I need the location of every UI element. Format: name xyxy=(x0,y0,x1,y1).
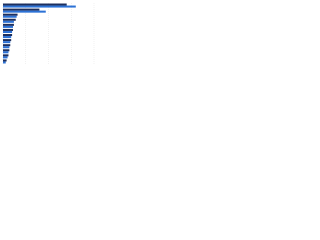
bar xyxy=(3,61,6,64)
bar xyxy=(3,13,18,16)
bar xyxy=(3,54,9,57)
bar xyxy=(3,34,13,37)
bar xyxy=(3,39,12,42)
bar xyxy=(3,49,10,52)
bar xyxy=(3,30,13,33)
bar xyxy=(3,44,11,47)
bar xyxy=(3,51,9,54)
chart xyxy=(2,3,95,64)
bar xyxy=(3,10,46,13)
bar xyxy=(3,46,10,49)
bar xyxy=(3,41,11,44)
bar xyxy=(3,15,17,18)
bar xyxy=(3,20,14,23)
bar xyxy=(3,56,8,59)
bar xyxy=(3,36,12,39)
bar xyxy=(3,8,40,11)
bar xyxy=(3,18,16,21)
bar xyxy=(3,28,14,31)
bar xyxy=(3,3,67,6)
bar xyxy=(3,59,7,62)
bar xyxy=(3,23,14,26)
bar xyxy=(3,25,14,28)
bar xyxy=(3,5,76,8)
